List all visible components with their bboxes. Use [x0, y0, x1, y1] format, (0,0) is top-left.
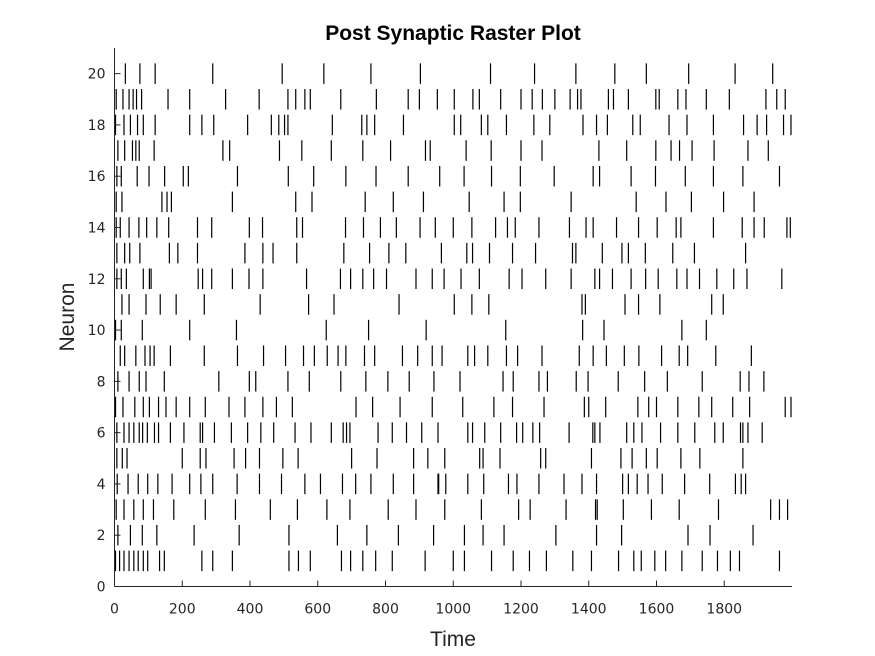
neuron-18-spike-train — [114, 114, 792, 136]
spike-marks — [114, 63, 792, 572]
y-axis-ticks: 0 2 4 6 8 10 12 14 16 18 20 — [88, 67, 121, 596]
neuron-20-spike-train — [124, 63, 774, 84]
y-tick-label: 14 — [88, 221, 106, 237]
neuron-10-spike-train — [114, 319, 707, 341]
x-tick-label: 400 — [237, 602, 264, 618]
x-tick-label: 200 — [169, 602, 196, 618]
chart-title: Post Synaptic Raster Plot — [325, 22, 581, 45]
neuron-4-spike-train — [116, 473, 747, 495]
y-tick-label: 12 — [88, 272, 106, 288]
y-tick-label: 18 — [88, 118, 106, 134]
neuron-9-spike-train — [119, 345, 752, 366]
y-tick-label: 4 — [97, 477, 106, 493]
neuron-14-spike-train — [115, 217, 791, 238]
x-tick-label: 1600 — [639, 602, 675, 618]
neuron-11-spike-train — [121, 294, 724, 315]
x-axis-label: Time — [430, 628, 476, 651]
y-tick-label: 10 — [88, 323, 106, 339]
x-tick-label: 600 — [304, 602, 331, 618]
neuron-7-spike-train — [114, 396, 792, 418]
neuron-3-spike-train — [115, 499, 789, 520]
neuron-12-spike-train — [116, 268, 783, 290]
x-tick-label: 0 — [110, 602, 119, 618]
y-tick-label: 6 — [97, 426, 106, 442]
x-tick-label: 1200 — [503, 602, 539, 618]
neuron-8-spike-train — [117, 371, 765, 392]
y-tick-label: 2 — [97, 528, 106, 544]
x-axis-ticks: 0 200 400 600 800 1000 1200 1400 1600 1800 — [110, 580, 742, 618]
y-tick-label: 20 — [88, 67, 106, 83]
y-axis-label: Neuron — [56, 283, 79, 352]
neuron-1-spike-train — [114, 550, 781, 572]
y-tick-label: 16 — [88, 169, 106, 185]
y-tick-label: 8 — [97, 374, 106, 390]
x-tick-label: 1800 — [706, 602, 742, 618]
x-tick-label: 1000 — [435, 602, 471, 618]
neuron-15-spike-train — [115, 191, 755, 213]
neuron-5-spike-train — [116, 448, 744, 469]
x-tick-label: 1400 — [571, 602, 607, 618]
x-tick-label: 800 — [372, 602, 399, 618]
neuron-13-spike-train — [116, 242, 747, 264]
y-tick-label: 0 — [97, 580, 106, 596]
neuron-19-spike-train — [115, 89, 786, 110]
neuron-2-spike-train — [117, 524, 754, 546]
neuron-17-spike-train — [117, 140, 769, 161]
